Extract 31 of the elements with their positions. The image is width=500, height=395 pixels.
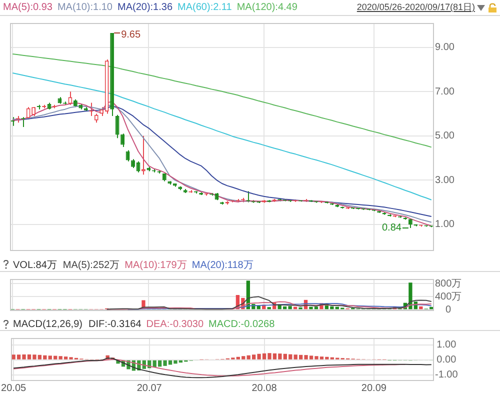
y-tick-label: 400万 [435, 291, 462, 302]
text: MA(20):118万 [192, 258, 254, 272]
text: MA(60):2.11 [178, 2, 232, 13]
y-tick-label: 9.00 [434, 42, 455, 54]
text: MA(5):252万 [62, 258, 120, 272]
chart-title: VOL:84万 [13, 258, 57, 272]
y-tick-label: 0.00 [436, 354, 457, 366]
chart-subtitle: 2020/05/26-2020/09/17(81日) [356, 1, 475, 14]
y-tick-label: -1.00 [435, 370, 458, 381]
chart-title: MACD(12,26,9) [13, 318, 82, 330]
annotation: 0.84 [382, 222, 402, 234]
annotation: 9.65 [121, 30, 141, 41]
x-tick-label: 20.07 [136, 382, 162, 394]
y-tick-label: 3.00 [434, 174, 455, 186]
x-tick-label: 20.05 [1, 382, 27, 394]
y-tick-label: 1.00 [436, 340, 457, 351]
text: DIF:-0.3164 [88, 318, 142, 330]
y-tick-label: 0 [446, 304, 452, 316]
text: MA(10):1.10 [57, 2, 112, 13]
text: DEA:-0.3030 [146, 318, 204, 330]
text: MA(5):0.93 [3, 2, 52, 13]
y-tick-label: 7.00 [434, 86, 455, 98]
text: MA(20):1.36 [118, 2, 173, 13]
text: MA(120):4.49 [236, 2, 298, 13]
text: MACD:-0.0268 [208, 318, 275, 330]
x-tick-label: 20.09 [361, 382, 387, 394]
x-tick-label: 20.08 [252, 382, 278, 394]
y-tick-label: 800万 [435, 278, 462, 290]
text: MA(10):179万 [124, 258, 187, 272]
y-tick-label: 5.00 [434, 130, 455, 142]
y-tick-label: 1.00 [434, 219, 455, 230]
